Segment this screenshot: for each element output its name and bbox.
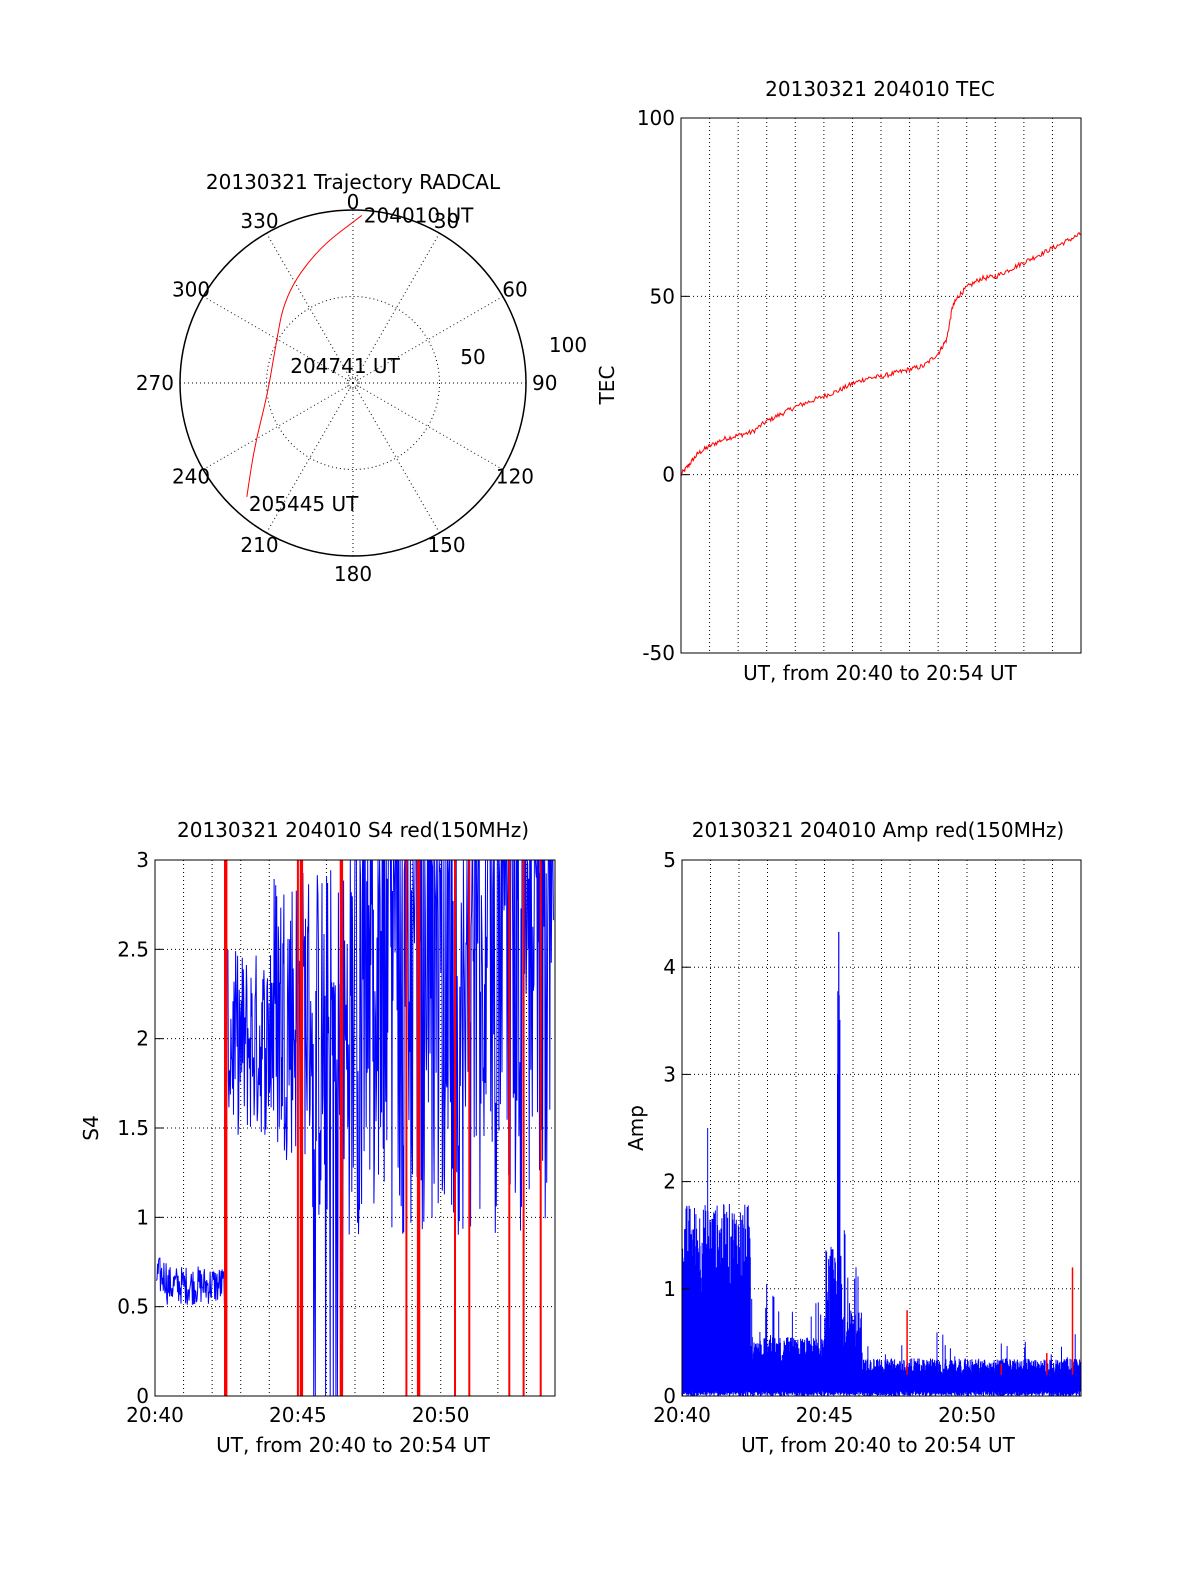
tec-line	[680, 231, 1082, 477]
s4-ytick-1: 1	[136, 1205, 149, 1229]
polar-az-label-330: 330	[240, 209, 278, 233]
tec-ytick--50: -50	[642, 641, 675, 665]
polar-az-label-270: 270	[136, 371, 174, 395]
amp-xlabel: UT, from 20:40 to 20:54 UT	[741, 1433, 1016, 1457]
trajectory-polar-plot: 20130321 Trajectory RADCAL 0 30 60 90 120 150…	[136, 170, 587, 586]
amp-ytick-1: 1	[663, 1277, 676, 1301]
polar-spoke-120	[352, 382, 504, 470]
polar-ring-50	[266, 296, 440, 470]
s4-ytick-2: 2	[136, 1027, 149, 1051]
polar-spoke-30	[352, 232, 440, 384]
trajectory-title: 20130321 Trajectory RADCAL	[206, 170, 501, 194]
s4-ytick-0: 0	[136, 1384, 149, 1408]
amp-ytick-2: 2	[663, 1170, 676, 1194]
s4-xtick-20:50: 20:50	[412, 1403, 470, 1427]
polar-az-label-30: 30	[434, 209, 459, 233]
amp-ytick-5: 5	[663, 848, 676, 872]
polar-az-label-120: 120	[496, 465, 534, 489]
amp-title: 20130321 204010 Amp red(150MHz)	[692, 818, 1064, 842]
s4-plot: 20130321 204010 S4 red(150MHz) UT, from …	[79, 818, 556, 1457]
amp-ytick-3: 3	[663, 1062, 676, 1086]
polar-center-ring	[346, 376, 360, 390]
tec-plot: 20130321 204010 TEC UT, from 20:40 to 20…	[595, 77, 1082, 685]
s4-ytick-3: 3	[136, 848, 149, 872]
tec-ytick-100: 100	[637, 106, 675, 130]
polar-az-label-60: 60	[502, 278, 527, 302]
polar-az-label-90: 90	[532, 371, 557, 395]
polar-az-label-240: 240	[172, 465, 210, 489]
amp-grid	[682, 860, 1081, 1396]
s4-frame	[154, 859, 556, 1397]
tec-grid	[681, 118, 1081, 653]
amp-blue-series	[682, 991, 1081, 1396]
polar-spoke-300	[202, 296, 354, 384]
amp-frame	[681, 859, 1082, 1397]
s4-ticks: 0 0.5 1 1.5 2 2.5 3 20:40 20:45 20:50	[117, 848, 469, 1427]
amp-red-spikes	[906, 1267, 1074, 1375]
amp-xtick-20:45: 20:45	[796, 1403, 854, 1427]
polar-spoke-210	[266, 382, 354, 534]
trajectory-start-label: 204010 UT	[364, 203, 474, 227]
amp-xtick-20:40: 20:40	[653, 1403, 711, 1427]
tec-xlabel: UT, from 20:40 to 20:54 UT	[743, 661, 1018, 685]
polar-az-label-300: 300	[172, 278, 210, 302]
amp-ytick-4: 4	[663, 955, 676, 979]
trajectory-track-line	[246, 215, 363, 497]
polar-spoke-330	[266, 232, 354, 384]
s4-series	[155, 859, 554, 1397]
s4-ytick-0.5: 0.5	[117, 1295, 149, 1319]
s4-ytick-2.5: 2.5	[117, 937, 149, 961]
polar-radial-label-100: 100	[549, 333, 587, 357]
tec-frame	[680, 117, 1082, 654]
s4-xtick-20:40: 20:40	[126, 1403, 184, 1427]
s4-red-spikes	[224, 860, 542, 1396]
tec-ylabel: TEC	[595, 366, 619, 406]
s4-ytick-1.5: 1.5	[117, 1116, 149, 1140]
s4-xlabel: UT, from 20:40 to 20:54 UT	[216, 1433, 491, 1457]
s4-blue-chaotic	[227, 859, 554, 1397]
s4-title: 20130321 204010 S4 red(150MHz)	[177, 818, 529, 842]
tec-title: 20130321 204010 TEC	[765, 77, 995, 101]
tec-yticks: -50 0 50 100	[637, 106, 689, 665]
amp-series	[682, 931, 1081, 1396]
amp-ytick-0: 0	[663, 1384, 676, 1408]
polar-spoke-150	[352, 382, 440, 534]
tec-ytick-0: 0	[662, 463, 675, 487]
trajectory-end-label: 205445 UT	[249, 492, 359, 516]
polar-az-label-150: 150	[427, 533, 465, 557]
s4-ylabel: S4	[79, 1115, 103, 1140]
polar-track: 204010 UT 204741 UT 205445 UT	[246, 203, 474, 516]
polar-azimuth-labels: 0 30 60 90 120 150 180 210 240 270 300 330 50 100	[136, 190, 587, 586]
polar-spoke-240	[202, 382, 354, 470]
polar-az-label-0: 0	[347, 190, 360, 214]
amp-plot: 20130321 204010 Amp red(150MHz) UT, from…	[624, 818, 1082, 1457]
polar-az-label-180: 180	[334, 562, 372, 586]
trajectory-mid-label: 204741 UT	[290, 354, 400, 378]
amp-xtick-20:50: 20:50	[938, 1403, 996, 1427]
amp-ticks: 0 1 2 3 4 5 20:40 20:45 20:50	[653, 848, 996, 1427]
polar-spoke-60	[352, 296, 504, 384]
polar-grid	[179, 209, 527, 557]
s4-xtick-20:45: 20:45	[269, 1403, 327, 1427]
tec-series	[680, 231, 1082, 477]
amp-ylabel: Amp	[624, 1105, 648, 1151]
tec-ytick-50: 50	[650, 284, 675, 308]
s4-blue-early	[155, 1257, 225, 1305]
polar-az-label-210: 210	[240, 533, 278, 557]
polar-radial-label-50: 50	[460, 345, 485, 369]
